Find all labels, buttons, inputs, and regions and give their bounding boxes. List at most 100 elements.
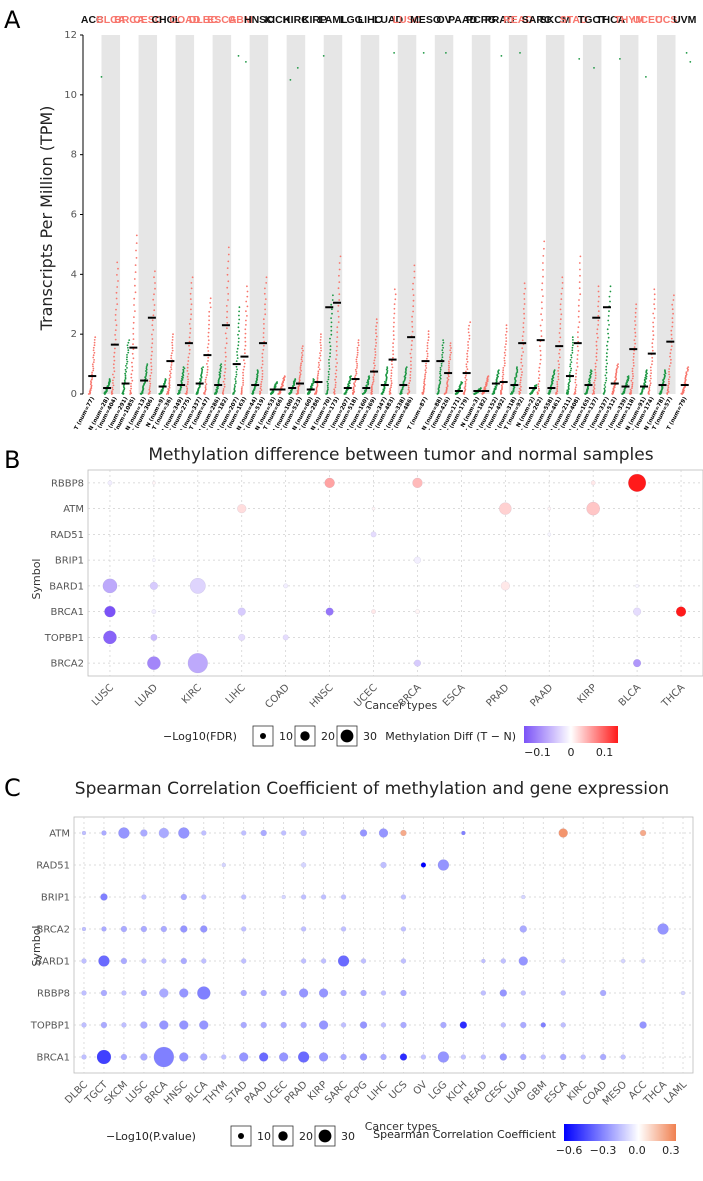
y-tick-label: TOPBP1 bbox=[30, 1021, 70, 1032]
data-point bbox=[606, 340, 609, 343]
data-point bbox=[260, 389, 263, 391]
data-point bbox=[576, 365, 579, 368]
data-point bbox=[649, 366, 652, 369]
data-point bbox=[499, 989, 508, 997]
data-point bbox=[633, 328, 636, 330]
data-point bbox=[651, 346, 654, 348]
data-point bbox=[317, 374, 319, 377]
y-tick-label: ATM bbox=[49, 829, 70, 840]
data-point bbox=[607, 336, 610, 339]
data-point bbox=[235, 371, 238, 373]
x-tick-label: PRAD bbox=[484, 682, 511, 709]
data-point bbox=[411, 330, 414, 333]
data-point bbox=[140, 1021, 148, 1029]
data-point bbox=[237, 344, 240, 347]
data-point bbox=[117, 267, 119, 270]
cancer-band bbox=[619, 35, 639, 394]
data-point bbox=[116, 261, 119, 264]
data-point bbox=[338, 293, 341, 296]
data-point bbox=[128, 339, 131, 341]
cancer-type-label: UCS bbox=[655, 14, 677, 26]
data-point bbox=[318, 1020, 329, 1030]
data-point bbox=[505, 327, 508, 330]
data-point bbox=[131, 369, 134, 372]
data-point bbox=[330, 317, 332, 319]
data-point bbox=[446, 383, 448, 385]
data-point bbox=[135, 257, 138, 259]
data-point bbox=[570, 354, 572, 357]
data-point bbox=[593, 386, 595, 388]
data-point bbox=[574, 391, 576, 394]
data-point bbox=[375, 318, 378, 321]
data-point bbox=[263, 344, 265, 347]
data-point bbox=[338, 281, 341, 283]
data-point bbox=[300, 369, 302, 372]
data-point bbox=[441, 354, 443, 356]
data-point bbox=[347, 383, 350, 385]
data-point bbox=[371, 388, 373, 390]
data-point bbox=[312, 378, 315, 380]
data-point bbox=[569, 365, 571, 368]
color-legend-tick: −0.3 bbox=[590, 1144, 617, 1157]
data-point bbox=[465, 363, 468, 366]
data-point bbox=[502, 371, 504, 374]
data-point bbox=[505, 343, 507, 345]
data-point bbox=[89, 383, 92, 386]
data-point bbox=[227, 280, 230, 283]
data-point bbox=[539, 324, 542, 327]
cancer-type-label: SARC bbox=[522, 14, 552, 26]
cancer-type-label: ACC bbox=[81, 14, 104, 26]
data-point bbox=[409, 360, 412, 363]
cancer-band bbox=[397, 35, 417, 394]
data-point bbox=[159, 988, 169, 998]
data-point bbox=[150, 372, 153, 374]
data-point bbox=[641, 388, 644, 391]
data-point bbox=[608, 310, 610, 313]
data-point bbox=[316, 382, 319, 385]
data-point bbox=[132, 333, 135, 335]
data-point bbox=[280, 1021, 287, 1029]
data-point bbox=[226, 327, 228, 330]
data-point bbox=[505, 330, 508, 333]
data-point bbox=[340, 926, 347, 932]
data-point bbox=[589, 371, 592, 374]
data-point bbox=[180, 378, 183, 380]
data-point bbox=[551, 377, 554, 380]
data-point bbox=[675, 606, 687, 617]
data-point bbox=[294, 378, 297, 380]
data-point bbox=[594, 374, 597, 377]
data-point bbox=[505, 337, 508, 339]
outlier-point bbox=[422, 52, 425, 54]
data-point bbox=[91, 363, 94, 366]
data-point bbox=[219, 367, 222, 370]
data-point bbox=[263, 292, 266, 295]
size-legend-title: −Log10(P.value) bbox=[106, 1130, 196, 1143]
data-point bbox=[633, 339, 636, 341]
data-point bbox=[556, 385, 559, 388]
data-point bbox=[392, 325, 395, 328]
data-point bbox=[634, 331, 637, 334]
cancer-type-label: BRCA bbox=[114, 14, 145, 26]
data-point bbox=[356, 356, 358, 359]
cancer-band bbox=[101, 35, 121, 394]
data-point bbox=[225, 355, 227, 358]
data-point bbox=[356, 349, 359, 352]
data-point bbox=[606, 348, 609, 351]
data-point bbox=[576, 362, 578, 364]
data-point bbox=[148, 380, 151, 383]
data-point bbox=[606, 344, 608, 347]
data-point bbox=[632, 362, 635, 364]
data-point bbox=[244, 340, 247, 343]
x-tick-label: HNSC bbox=[308, 682, 336, 710]
data-point bbox=[207, 360, 209, 362]
data-point bbox=[649, 382, 652, 385]
data-point bbox=[328, 365, 331, 367]
data-point bbox=[94, 336, 97, 339]
data-point bbox=[411, 288, 414, 291]
data-point bbox=[153, 1046, 175, 1068]
methylation-diff-chart: B Methylation difference between tumor a… bbox=[4, 445, 703, 759]
data-point bbox=[571, 336, 574, 339]
data-point bbox=[481, 958, 486, 964]
data-point bbox=[298, 376, 301, 379]
data-point bbox=[186, 383, 189, 386]
